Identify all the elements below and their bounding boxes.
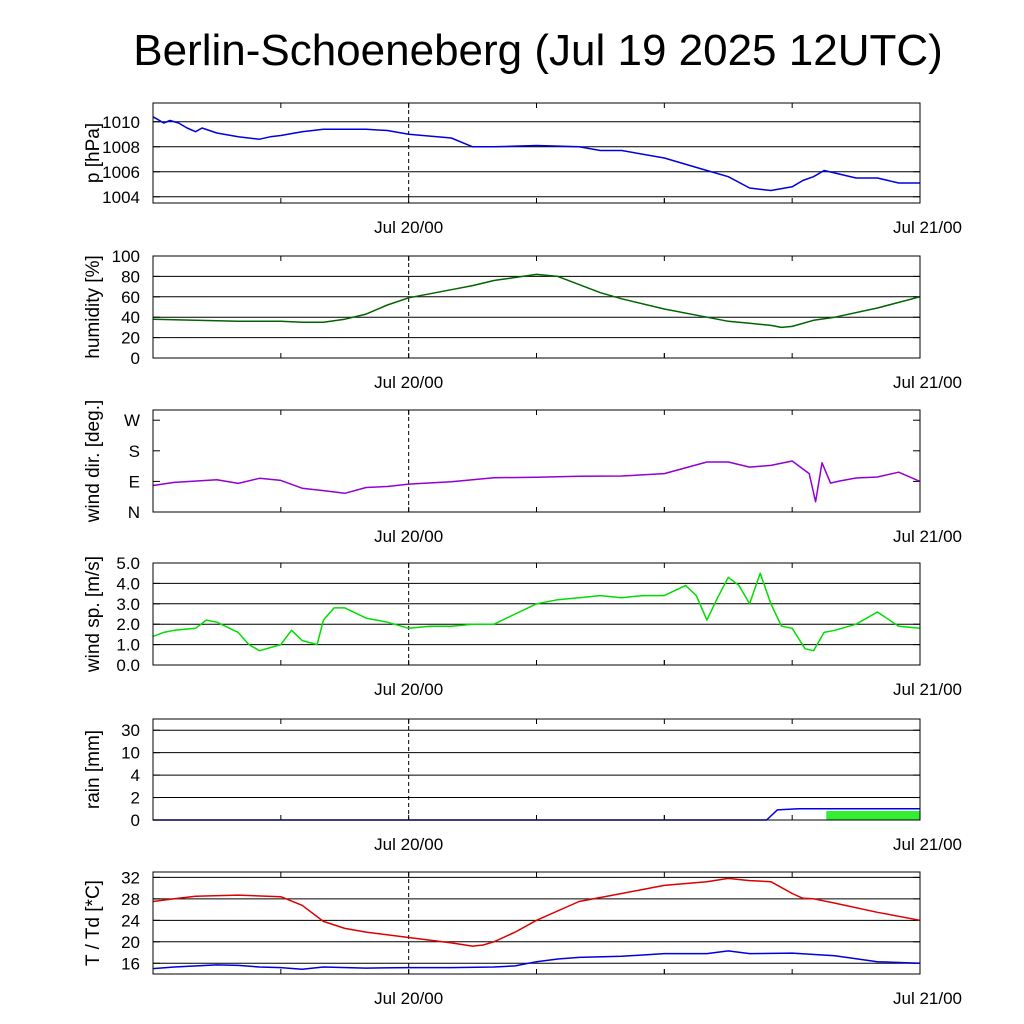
x-tick-label: Jul 20/00 xyxy=(374,527,443,546)
y-tick-label: 60 xyxy=(121,288,140,307)
y-tick-label: 24 xyxy=(121,911,140,930)
x-tick-label: Jul 21/00 xyxy=(893,989,962,1008)
x-tick-label: Jul 20/00 xyxy=(374,989,443,1008)
y-tick-label: 1010 xyxy=(102,113,140,132)
chart-title: Berlin-Schoeneberg (Jul 19 2025 12UTC) xyxy=(133,26,943,75)
y-tick-label: 40 xyxy=(121,308,140,327)
panel-5: 16 20 24 28 32 T / Td [*C] Jul 20/00 Jul 21/00 xyxy=(83,868,962,1008)
panel-3: 0.01.0 2.03.0 4.05.0 wind sp. [m/s] Jul 20/0… xyxy=(83,554,962,699)
panel-4: 0 2 4 10 30 rain [mm] Jul 20/00 Jul 21/00 xyxy=(83,718,962,854)
series-line-0 xyxy=(152,273,921,329)
plot-frame xyxy=(152,718,921,821)
plot-frame xyxy=(152,255,921,359)
y-axis-label: rain [mm] xyxy=(83,730,104,809)
x-tick-label: Jul 20/00 xyxy=(374,835,443,854)
y-axis-label: p [hPa] xyxy=(83,123,104,183)
y-tick-label: E xyxy=(129,472,140,491)
y-tick-label: S xyxy=(129,442,140,461)
series-line-1 xyxy=(152,950,921,970)
y-tick-label: 1008 xyxy=(102,138,140,157)
y-tick-label: 2.0 xyxy=(116,615,140,634)
y-tick-label: 0 xyxy=(131,349,140,368)
y-tick-label: N xyxy=(128,503,140,522)
y-tick-label: W xyxy=(124,411,140,430)
rain-bar xyxy=(826,811,920,820)
y-tick-label: 0.0 xyxy=(116,656,140,675)
x-tick-label: Jul 21/00 xyxy=(893,218,962,237)
plot-frame xyxy=(152,562,921,666)
series-line-0 xyxy=(152,460,921,503)
y-tick-label: 4 xyxy=(131,766,140,785)
x-tick-label: Jul 20/00 xyxy=(374,218,443,237)
x-tick-label: Jul 21/00 xyxy=(893,527,962,546)
y-axis-label: wind dir. [deg.] xyxy=(83,400,104,524)
y-tick-label: 0 xyxy=(131,811,140,830)
x-tick-label: Jul 21/00 xyxy=(893,680,962,699)
y-tick-label: 80 xyxy=(121,267,140,286)
x-tick-label: Jul 20/00 xyxy=(374,680,443,699)
series-line-0 xyxy=(152,116,920,192)
y-axis-label: wind sp. [m/s] xyxy=(83,556,104,673)
y-tick-label: 1.0 xyxy=(116,636,140,655)
y-tick-label: 32 xyxy=(121,868,140,887)
y-tick-label: 4.0 xyxy=(116,574,140,593)
y-tick-label: 1006 xyxy=(102,163,140,182)
plot-frame xyxy=(152,871,921,975)
y-axis-label: T / Td [*C] xyxy=(83,880,104,966)
y-tick-label: 1004 xyxy=(102,188,140,207)
y-tick-label: 5.0 xyxy=(116,554,140,573)
y-tick-label: 30 xyxy=(121,721,140,740)
plot-frame xyxy=(152,409,921,513)
x-tick-label: Jul 21/00 xyxy=(893,835,962,854)
plot-frame xyxy=(152,102,921,204)
y-tick-label: 100 xyxy=(112,247,140,266)
y-tick-label: 10 xyxy=(121,744,140,763)
y-tick-label: 20 xyxy=(121,933,140,952)
y-axis-label: humidity [%] xyxy=(83,255,104,358)
series-line-0 xyxy=(152,877,921,947)
y-tick-label: 3.0 xyxy=(116,595,140,614)
y-tick-label: 20 xyxy=(121,329,140,348)
x-tick-label: Jul 21/00 xyxy=(893,373,962,392)
y-tick-label: 28 xyxy=(121,890,140,909)
series-line-0 xyxy=(152,572,921,652)
y-tick-label: 2 xyxy=(131,789,140,808)
y-tick-label: 16 xyxy=(121,954,140,973)
x-tick-label: Jul 20/00 xyxy=(374,373,443,392)
